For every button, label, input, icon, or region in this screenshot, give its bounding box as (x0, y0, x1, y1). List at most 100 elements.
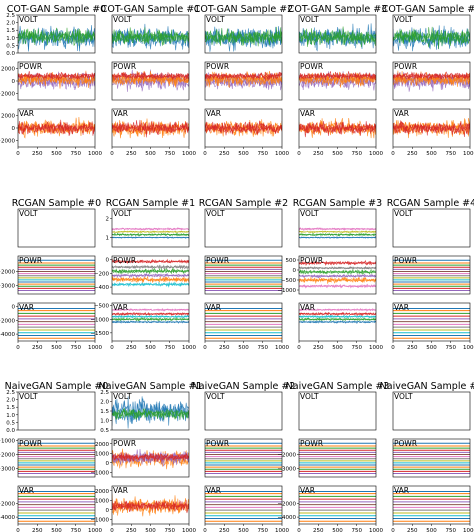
panel-label: VOLT (394, 392, 413, 401)
panel-label: VAR (19, 486, 34, 495)
plot-frame (392, 14, 471, 54)
x-tick-label: 0 (203, 151, 207, 157)
series-line (299, 72, 376, 80)
series-line (18, 121, 95, 137)
series-line (112, 71, 189, 81)
plot-frame (298, 61, 377, 101)
x-tick-label: 750 (71, 345, 82, 351)
plot-background (205, 439, 282, 477)
plot-frame (392, 61, 471, 101)
panel-label: VAR (206, 486, 221, 495)
panel-label: VOLT (300, 15, 319, 24)
series-line (18, 27, 95, 45)
y-tick-label: −2000 (0, 501, 15, 507)
series-group (205, 308, 282, 339)
panel-label: VOLT (113, 209, 132, 218)
x-tick-label: 0 (203, 345, 207, 351)
series-group (205, 442, 282, 474)
series-line (18, 121, 95, 135)
x-tick-label: 500 (238, 528, 249, 532)
series-group (205, 491, 282, 522)
x-tick-label: 500 (145, 151, 156, 157)
y-tick-label: −2000 (0, 92, 15, 98)
plot-background (299, 209, 376, 247)
x-tick-label: 1000 (275, 151, 289, 157)
plot-frame (111, 61, 190, 101)
panel-volt: VOLT (392, 391, 471, 431)
x-tick-label: 500 (332, 345, 343, 351)
panel-label: VOLT (206, 392, 225, 401)
x-tick-label: 750 (258, 151, 269, 157)
x-tick-label: 500 (145, 528, 156, 532)
plot-background (205, 392, 282, 430)
series-line (299, 71, 376, 89)
plot-frame (204, 391, 283, 431)
plot-frame (204, 14, 283, 54)
series-group (112, 258, 189, 288)
panel-var: VAR−500 −1000 −1500 0 250 500 750 1000 (90, 302, 196, 351)
series-group (112, 396, 189, 429)
series-line (112, 452, 189, 463)
y-tick-label: 0 (106, 461, 110, 467)
y-tick-label: 1.0 (6, 413, 15, 419)
sample-title: RCGAN Sample #2 (199, 198, 288, 209)
x-tick-label: 1000 (275, 528, 289, 532)
plot-background (18, 209, 95, 247)
panel-label: VAR (113, 303, 128, 312)
y-tick-label: −4000 (277, 515, 296, 521)
y-tick-label: −1000 (90, 517, 109, 523)
x-tick-label: 0 (297, 345, 301, 351)
panel-volt: VOLT 1 2 (106, 208, 190, 248)
series-line (299, 268, 376, 276)
series-line (112, 500, 189, 512)
series-group (18, 491, 95, 522)
panel-label: VAR (300, 109, 315, 118)
series-line (112, 236, 189, 239)
series-line (299, 71, 376, 81)
y-tick-label: 0 (12, 126, 16, 132)
x-tick-label: 250 (126, 151, 137, 157)
x-tick-label: 500 (238, 345, 249, 351)
series-group (299, 491, 376, 522)
panel-label: VOLT (394, 209, 413, 218)
x-tick-label: 1000 (182, 151, 196, 157)
panel-volt: VOLT (111, 14, 190, 54)
series-line (299, 274, 376, 279)
y-tick-label: 0.5 (6, 43, 15, 49)
y-tick-label: −4000 (0, 515, 15, 521)
y-tick-label: −3000 (0, 284, 15, 290)
series-group (393, 491, 470, 522)
panel-var: VAR −2000 −4000 0 250 500 750 1000 (0, 485, 102, 532)
panel-label: POWR (394, 256, 417, 265)
plot-frame (17, 255, 96, 295)
panel-powr: POWR −1000 0 1000 2000 (90, 438, 190, 478)
plot-frame (392, 438, 471, 478)
series-line (299, 283, 376, 289)
panel-var: VAR 0 250 500 750 1000 (391, 108, 474, 157)
series-group (299, 259, 376, 289)
plot-frame (17, 391, 96, 431)
plot-background (205, 209, 282, 247)
y-tick-label: 2000 (1, 66, 15, 72)
x-tick-label: 750 (446, 345, 457, 351)
y-tick-label: 2000 (95, 489, 109, 495)
x-tick-label: 750 (258, 345, 269, 351)
panel-var: VAR 0 250 500 750 1000 (203, 485, 289, 532)
panel-powr: POWR −2000 −3000 (0, 255, 96, 295)
panel-powr: POWR (204, 255, 283, 295)
y-tick-label: −2000 (277, 501, 296, 507)
panel-label: POWR (300, 439, 323, 448)
panel-powr: POWR (392, 438, 471, 478)
x-tick-label: 500 (238, 151, 249, 157)
y-tick-label: 1000 (95, 451, 109, 457)
panel-powr: POWR −2000 −3000 (277, 438, 377, 478)
series-line (299, 226, 376, 231)
panel-powr: POWR (204, 61, 283, 101)
y-tick-label: −1000 (277, 288, 296, 294)
x-tick-label: 250 (32, 345, 43, 351)
x-tick-label: 250 (219, 345, 230, 351)
series-group (112, 118, 189, 139)
x-tick-label: 750 (71, 151, 82, 157)
panel-label: VAR (394, 486, 409, 495)
